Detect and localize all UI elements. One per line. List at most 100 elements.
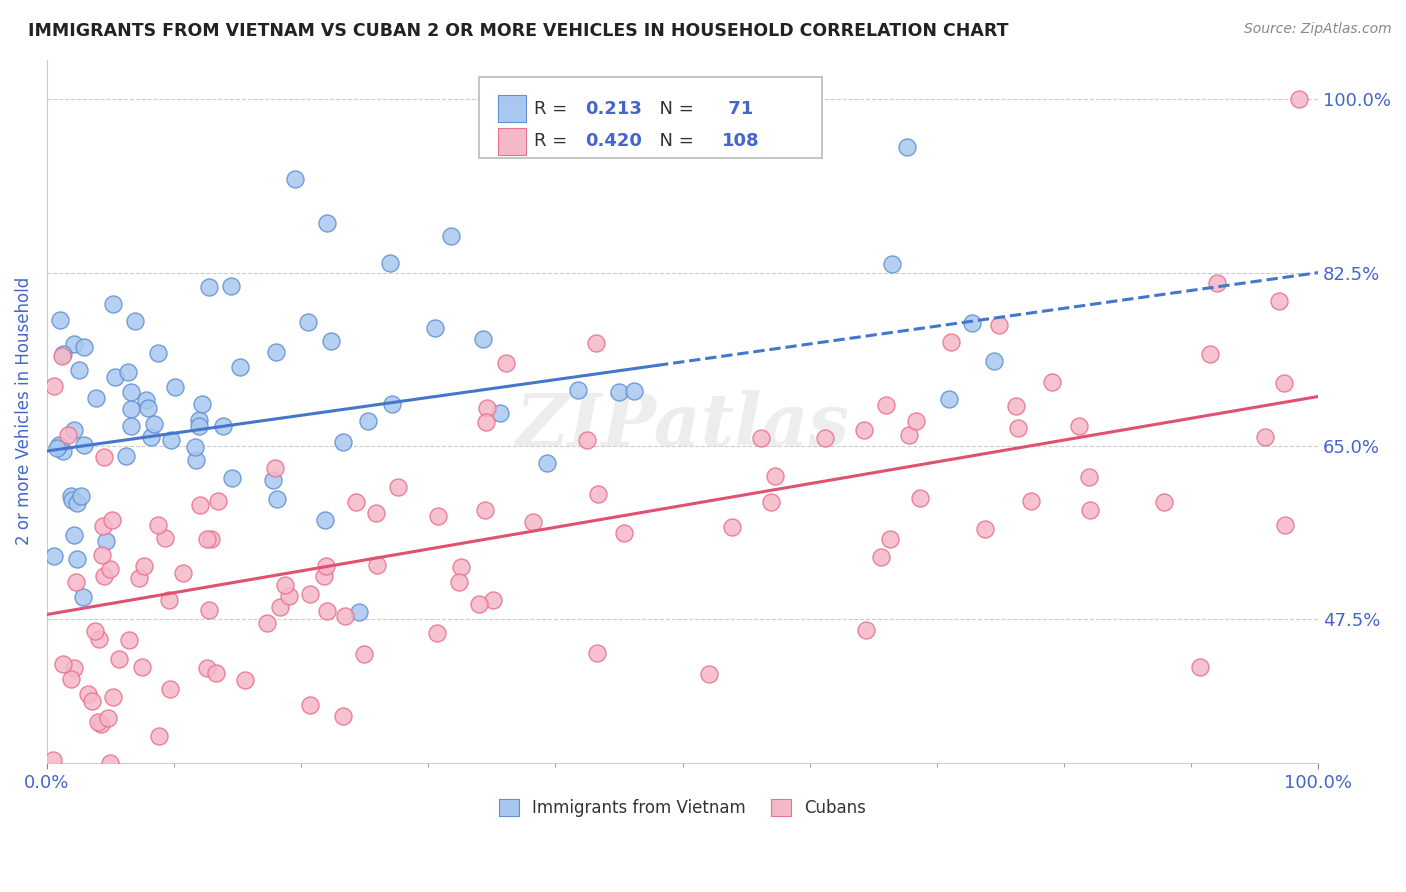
Point <box>938 392 960 406</box>
Text: N =: N = <box>648 100 700 118</box>
Point <box>585 335 607 350</box>
Point <box>1189 659 1212 673</box>
Point <box>195 532 218 546</box>
Point <box>904 414 927 428</box>
Text: N =: N = <box>648 132 700 150</box>
Point <box>120 418 142 433</box>
Point <box>316 603 339 617</box>
Point <box>93 568 115 582</box>
Point <box>124 314 146 328</box>
Point <box>91 548 114 562</box>
Point <box>100 513 122 527</box>
Point <box>298 587 321 601</box>
Point <box>155 531 177 545</box>
Text: Source: ZipAtlas.com: Source: ZipAtlas.com <box>1244 22 1392 37</box>
Point <box>522 515 544 529</box>
Point <box>93 450 115 464</box>
Point <box>879 533 901 547</box>
Point <box>613 526 636 541</box>
Point <box>52 347 75 361</box>
Point <box>58 428 80 442</box>
Point <box>1268 293 1291 308</box>
Point <box>198 602 221 616</box>
Point <box>299 698 322 712</box>
Point <box>65 574 87 589</box>
Point <box>233 673 256 688</box>
Point <box>468 598 491 612</box>
Point <box>172 566 194 581</box>
Text: R =: R = <box>534 100 572 118</box>
Point <box>84 624 107 638</box>
Point <box>108 652 131 666</box>
FancyBboxPatch shape <box>479 78 823 158</box>
Point <box>52 657 75 672</box>
Point <box>381 396 404 410</box>
Point <box>475 416 498 430</box>
Point <box>228 359 250 374</box>
Point <box>131 659 153 673</box>
Point <box>274 578 297 592</box>
Point <box>52 444 75 458</box>
Point <box>44 379 66 393</box>
Point <box>132 558 155 573</box>
Text: 108: 108 <box>721 132 759 150</box>
Point <box>128 571 150 585</box>
Point <box>1019 494 1042 508</box>
Point <box>423 321 446 335</box>
Point <box>607 384 630 399</box>
Point <box>489 406 512 420</box>
Point <box>321 334 343 348</box>
Point <box>211 418 233 433</box>
Point <box>98 562 121 576</box>
Point <box>623 384 645 398</box>
Point <box>135 393 157 408</box>
Point <box>983 353 1005 368</box>
Point <box>697 667 720 681</box>
Point <box>66 552 89 566</box>
Point <box>120 385 142 400</box>
Point <box>353 647 375 661</box>
Point <box>576 433 599 447</box>
Point <box>148 729 170 743</box>
Point <box>219 278 242 293</box>
Point <box>73 340 96 354</box>
Point <box>198 280 221 294</box>
Point <box>51 349 73 363</box>
Y-axis label: 2 or more Vehicles in Household: 2 or more Vehicles in Household <box>15 277 32 546</box>
Point <box>117 365 139 379</box>
Point <box>1199 347 1222 361</box>
Point <box>761 495 783 509</box>
Point <box>62 661 84 675</box>
Point <box>426 509 449 524</box>
Point <box>910 491 932 505</box>
Point <box>1077 470 1099 484</box>
Point <box>263 460 285 475</box>
Point <box>186 452 208 467</box>
Point <box>120 402 142 417</box>
Point <box>207 493 229 508</box>
Point <box>148 346 170 360</box>
Point <box>48 312 70 326</box>
Point <box>278 589 301 603</box>
Point <box>1254 430 1277 444</box>
Point <box>266 492 288 507</box>
Point <box>426 626 449 640</box>
Point <box>366 558 388 572</box>
Point <box>721 520 744 534</box>
Point <box>118 633 141 648</box>
Point <box>1004 400 1026 414</box>
Point <box>195 661 218 675</box>
Point <box>364 506 387 520</box>
Text: IMMIGRANTS FROM VIETNAM VS CUBAN 2 OR MORE VEHICLES IN HOUSEHOLD CORRELATION CHA: IMMIGRANTS FROM VIETNAM VS CUBAN 2 OR MO… <box>28 22 1008 40</box>
Point <box>157 592 180 607</box>
Point <box>73 438 96 452</box>
Point <box>332 435 354 450</box>
Point <box>76 686 98 700</box>
Point <box>1040 375 1063 389</box>
Point <box>205 666 228 681</box>
Point <box>567 383 589 397</box>
Point <box>67 363 90 377</box>
Point <box>90 717 112 731</box>
Point <box>84 391 107 405</box>
FancyBboxPatch shape <box>498 95 526 122</box>
